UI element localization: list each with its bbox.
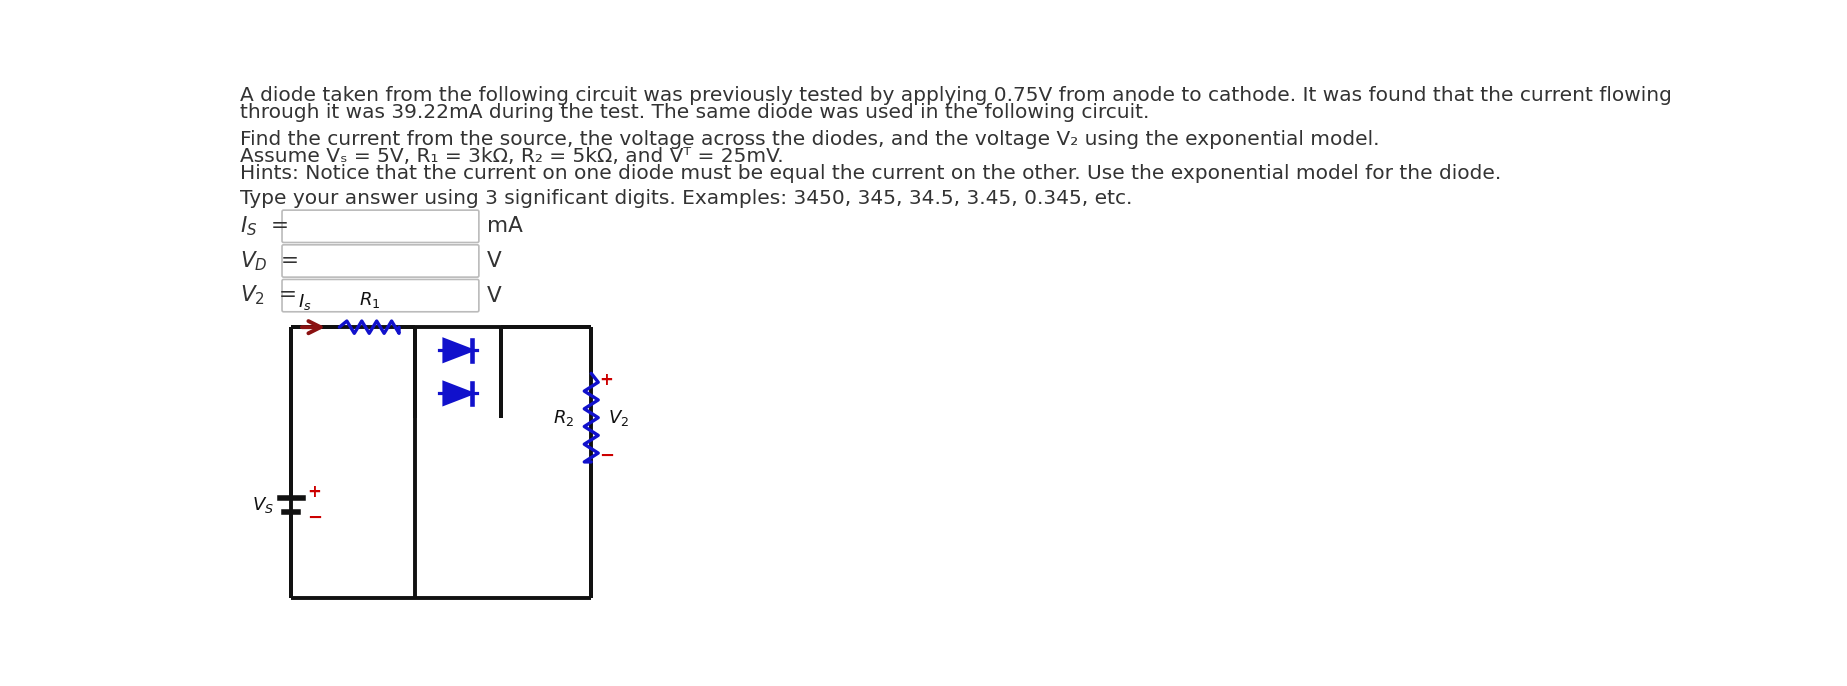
Text: Hints: Notice that the current on one diode must be equal the current on the oth: Hints: Notice that the current on one di… <box>240 164 1502 183</box>
Polygon shape <box>443 340 471 361</box>
Text: $R_2$: $R_2$ <box>552 407 574 427</box>
Text: $V_2$: $V_2$ <box>608 407 630 427</box>
Text: −: − <box>598 447 613 465</box>
Text: Assume Vₛ = 5V, R₁ = 3kΩ, R₂ = 5kΩ, and Vᵀ = 25mV.: Assume Vₛ = 5V, R₁ = 3kΩ, R₂ = 5kΩ, and … <box>240 147 783 166</box>
FancyBboxPatch shape <box>283 245 478 277</box>
Text: $I_S$  =: $I_S$ = <box>240 215 288 238</box>
Text: $V_D$  =: $V_D$ = <box>240 249 299 273</box>
Text: V: V <box>486 251 501 271</box>
FancyBboxPatch shape <box>283 279 478 311</box>
Text: mA: mA <box>486 216 523 236</box>
Text: through it was 39.22mA during the test. The same diode was used in the following: through it was 39.22mA during the test. … <box>240 103 1149 122</box>
Text: $V_2$  =: $V_2$ = <box>240 284 297 307</box>
Text: Find the current from the source, the voltage across the diodes, and the voltage: Find the current from the source, the vo… <box>240 130 1380 149</box>
Text: $V_S$: $V_S$ <box>253 495 273 515</box>
Text: −: − <box>307 509 321 527</box>
Text: $R_1$: $R_1$ <box>358 290 380 310</box>
Polygon shape <box>443 383 471 404</box>
Text: +: + <box>598 370 613 388</box>
FancyBboxPatch shape <box>283 210 478 242</box>
Text: A diode taken from the following circuit was previously tested by applying 0.75V: A diode taken from the following circuit… <box>240 86 1672 105</box>
Text: $I_s$: $I_s$ <box>297 292 310 311</box>
Text: V: V <box>486 285 501 305</box>
Text: +: + <box>307 483 321 501</box>
Text: Type your answer using 3 significant digits. Examples: 3450, 345, 34.5, 3.45, 0.: Type your answer using 3 significant dig… <box>240 189 1132 208</box>
